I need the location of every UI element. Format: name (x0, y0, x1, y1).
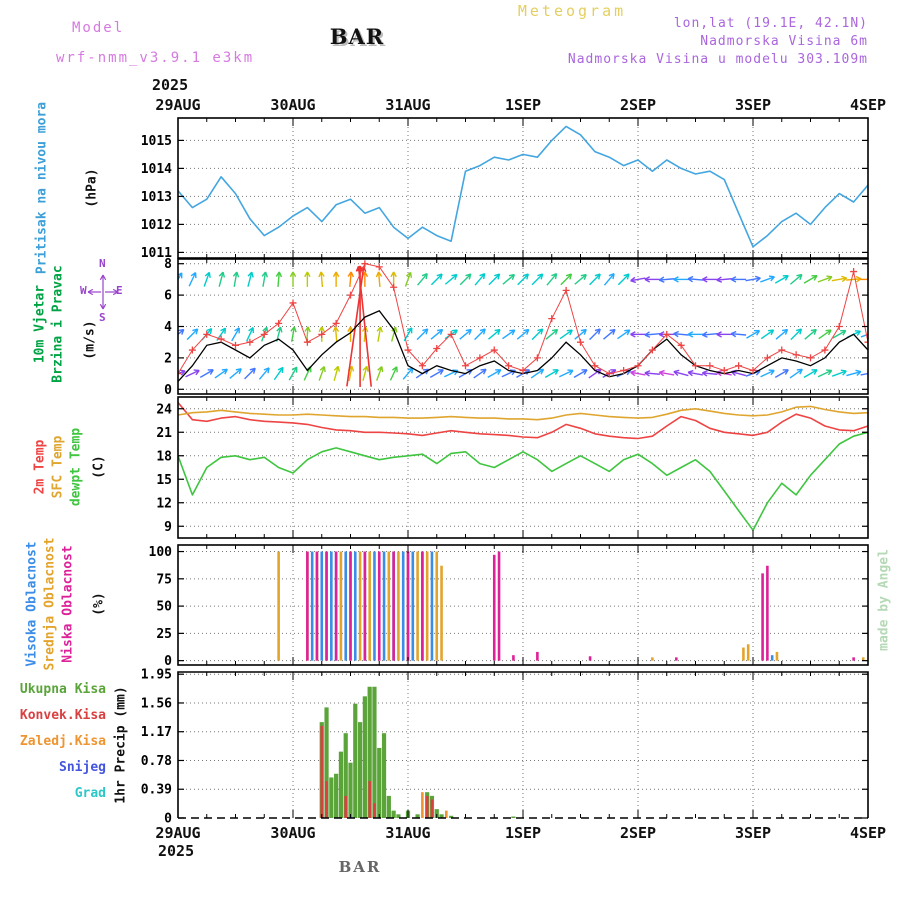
svg-text:9: 9 (164, 520, 172, 535)
compass-south-label: S (99, 311, 106, 324)
svg-text:8: 8 (164, 257, 172, 272)
page-title: Meteogram (517, 2, 627, 20)
station-elevation-label: Nadmorska Visina 6m (700, 34, 868, 49)
svg-text:29AUG: 29AUG (155, 96, 200, 114)
svg-text:30AUG: 30AUG (270, 824, 315, 842)
svg-text:100: 100 (149, 545, 173, 560)
cloud-low-label: Niska Oblacnost (60, 545, 76, 663)
year-label-bottom: 2025 (158, 842, 195, 860)
precip-freezing-label: Zaledj.Kisa (19, 734, 106, 749)
lonlat-label: lon,lat (19.1E, 42.1N) (673, 16, 868, 31)
credit-label: made by Angel (876, 549, 892, 651)
cloud-high-label: Visoka Oblacnost (24, 541, 40, 667)
svg-text:75: 75 (156, 572, 172, 587)
svg-text:1.95: 1.95 (141, 668, 172, 683)
model-label: Model (72, 20, 125, 36)
wind-axis-label-1: 10m Vjetar (32, 284, 48, 364)
svg-text:1015: 1015 (141, 134, 172, 149)
svg-text:15: 15 (156, 473, 172, 488)
precip-total-label: Ukupna Kisa (19, 682, 106, 697)
svg-text:2SEP: 2SEP (620, 824, 656, 842)
svg-text:0: 0 (164, 654, 172, 669)
svg-text:24: 24 (156, 402, 172, 417)
svg-text:25: 25 (156, 627, 172, 642)
precip-snow-label: Snijeg (59, 760, 106, 775)
model-elevation-label: Nadmorska Visina u modelu 303.109m (567, 52, 868, 67)
svg-text:1SEP: 1SEP (505, 96, 541, 114)
svg-text:1.56: 1.56 (141, 696, 172, 711)
svg-text:30AUG: 30AUG (270, 96, 315, 114)
svg-text:0: 0 (164, 383, 172, 398)
svg-text:3SEP: 3SEP (735, 824, 771, 842)
svg-text:2: 2 (164, 351, 172, 366)
compass-north-label: N (99, 257, 106, 270)
compass-west-label: W (80, 284, 87, 297)
cloud-unit-label: (%) (91, 592, 107, 616)
precip-unit-label: 1hr Precip (mm) (113, 686, 129, 804)
precip-hail-label: Grad (74, 786, 106, 801)
svg-text:6: 6 (164, 289, 172, 304)
svg-text:0: 0 (164, 812, 172, 827)
temp-sfc-label: SFC Temp (50, 435, 66, 499)
year-label-top: 2025 (152, 76, 189, 94)
svg-text:4SEP: 4SEP (850, 824, 886, 842)
svg-text:0.39: 0.39 (141, 783, 172, 798)
wind-axis-label-2: Brzina i Pravac (50, 265, 66, 383)
pressure-axis-label: Pritisak na nivou mora (34, 101, 50, 275)
svg-text:4: 4 (164, 320, 172, 335)
svg-text:1.17: 1.17 (141, 725, 172, 740)
svg-text:1SEP: 1SEP (505, 824, 541, 842)
svg-text:29AUG: 29AUG (155, 824, 200, 842)
compass-east-label: E (116, 284, 123, 297)
wind-unit-label: (m/s) (82, 320, 98, 360)
precip-convective-label: Konvek.Kisa (19, 708, 106, 723)
station-title: BAR (329, 24, 385, 49)
svg-text:1014: 1014 (141, 162, 172, 177)
svg-text:50: 50 (156, 600, 172, 615)
svg-text:21: 21 (156, 426, 172, 441)
pressure-unit-label: (hPa) (84, 168, 100, 208)
model-name: wrf-nmm_v3.9.1 e3km (56, 50, 255, 66)
svg-text:31AUG: 31AUG (385, 96, 430, 114)
svg-text:1011: 1011 (141, 246, 172, 261)
svg-text:1012: 1012 (141, 218, 172, 233)
temp-unit-label: (C) (91, 455, 107, 479)
svg-text:4SEP: 4SEP (850, 96, 886, 114)
footer-station-title: BAR (338, 858, 382, 876)
svg-text:3SEP: 3SEP (735, 96, 771, 114)
svg-text:12: 12 (156, 496, 172, 511)
svg-text:18: 18 (156, 449, 172, 464)
cloud-mid-label: Srednja Oblacnost (42, 537, 58, 671)
svg-text:1013: 1013 (141, 190, 172, 205)
svg-text:2SEP: 2SEP (620, 96, 656, 114)
svg-text:31AUG: 31AUG (385, 824, 430, 842)
temp-dewpt-label: dewpt Temp (68, 427, 84, 507)
temp-2m-label: 2m Temp (32, 439, 48, 495)
svg-text:0.78: 0.78 (141, 754, 172, 769)
